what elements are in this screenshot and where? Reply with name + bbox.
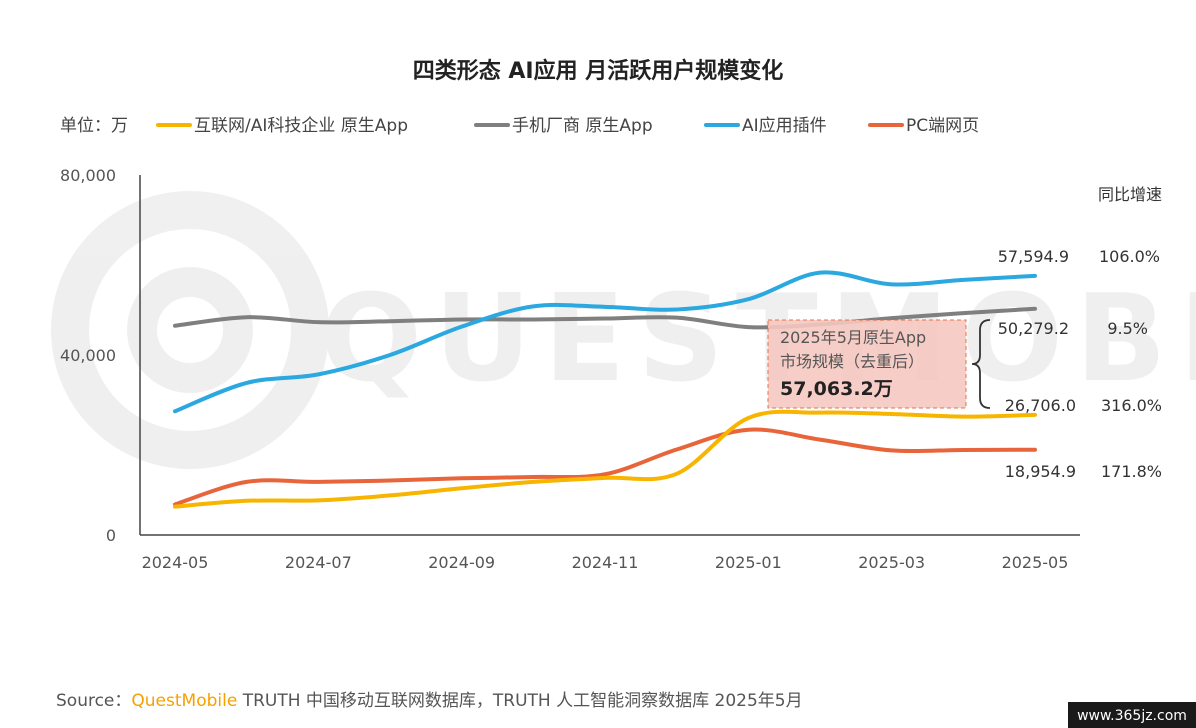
y-tick-label: 0 — [106, 526, 116, 545]
yoy-internet-app: 316.0% — [1101, 396, 1162, 415]
end-label-ai-plugin: 57,594.9 — [998, 247, 1069, 266]
footer-site: www.365jz.com — [1077, 708, 1187, 724]
x-tick-label: 2025-03 — [858, 553, 925, 572]
series-line-0 — [173, 409, 1037, 509]
legend-label-0: 互联网/AI科技企业 原生App — [194, 116, 408, 136]
chart-title: 四类形态 AI应用 月活跃用户规模变化 — [413, 58, 784, 84]
x-tick-label: 2024-07 — [285, 553, 352, 572]
yoy-vendor-app: 9.5% — [1107, 319, 1148, 338]
end-label-vendor-app: 50,279.2 — [998, 319, 1069, 338]
series-line-3 — [173, 427, 1037, 507]
yoy-ai-plugin: 106.0% — [1099, 247, 1160, 266]
source-prefix: Source： — [56, 691, 131, 711]
source-line: Source：QuestMobile TRUTH 中国移动互联网数据库，TRUT… — [56, 691, 803, 711]
x-tick-label: 2025-05 — [1002, 553, 1069, 572]
end-labels: 57,594.9 50,279.2 26,706.0 18,954.9 — [998, 247, 1076, 481]
footer-badge — [1068, 702, 1196, 728]
source-brand: QuestMobile — [131, 691, 237, 711]
yoy-column: 同比增速 106.0% 9.5% 316.0% 171.8% — [1098, 185, 1162, 481]
watermark-text: QUESTMOBILE — [320, 270, 1196, 409]
callout-line2: 市场规模（去重后） — [780, 352, 924, 371]
y-tick-label: 80,000 — [60, 166, 116, 185]
legend-label-3: PC端网页 — [906, 116, 979, 136]
x-tick-label: 2024-09 — [428, 553, 495, 572]
callout-value: 57,063.2万 — [780, 378, 893, 400]
unit-label: 单位：万 — [60, 116, 128, 136]
source-rest: TRUTH 中国移动互联网数据库，TRUTH 人工智能洞察数据库 2025年5月 — [237, 691, 802, 711]
x-tick-label: 2024-05 — [142, 553, 209, 572]
series-line-1 — [173, 306, 1037, 330]
x-ticks: 2024-05 2024-07 2024-09 2024-11 2025-01 2025-… — [142, 553, 1069, 572]
x-tick-label: 2024-11 — [572, 553, 639, 572]
legend-label-1: 手机厂商 原生App — [512, 116, 653, 136]
y-ticks: 80,000 40,000 0 — [60, 166, 116, 545]
callout-box — [767, 319, 967, 409]
callout-brace — [971, 319, 991, 409]
end-label-internet-app: 26,706.0 — [1005, 396, 1076, 415]
legend-label-2: AI应用插件 — [742, 116, 827, 136]
callout-line1: 2025年5月原生App — [780, 328, 926, 347]
legend: 单位：万 互联网/AI科技企业 原生App 手机厂商 原生App AI应用插件 … — [60, 116, 979, 136]
watermark: QUESTMOBILE — [51, 191, 1196, 469]
x-tick-label: 2025-01 — [715, 553, 782, 572]
yoy-pc-web: 171.8% — [1101, 462, 1162, 481]
callout: 2025年5月原生App 市场规模（去重后） 57,063.2万 — [767, 319, 991, 409]
series-line-2 — [173, 270, 1037, 414]
y-tick-label: 40,000 — [60, 346, 116, 365]
series-lines — [173, 270, 1037, 509]
yoy-header: 同比增速 — [1098, 185, 1162, 204]
end-label-pc-web: 18,954.9 — [1005, 462, 1076, 481]
